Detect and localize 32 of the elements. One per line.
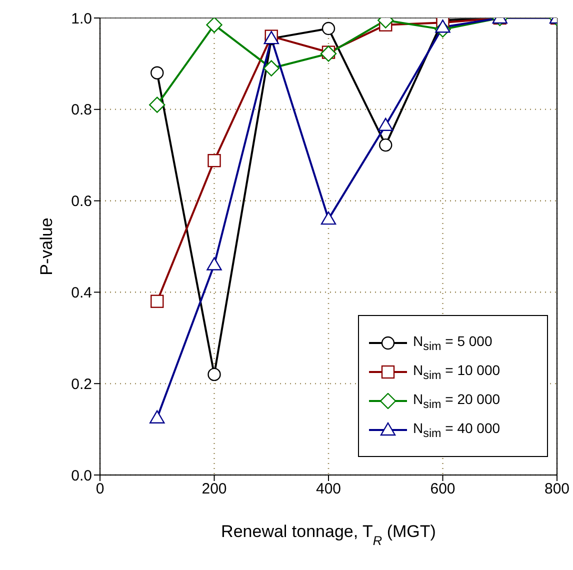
- x-axis-title: Renewal tonnage, T$_{R}$ (MGT): [221, 522, 436, 548]
- legend-label: N$_{sim}$ = 10 000: [413, 362, 500, 382]
- point: [322, 22, 336, 36]
- y-tick-label: 0.4: [71, 284, 92, 302]
- point: [320, 46, 337, 62]
- x-tick-label: 0: [96, 480, 104, 498]
- point: [150, 66, 164, 80]
- point: [150, 410, 165, 424]
- x-tick-label: 800: [544, 480, 570, 498]
- x-tick-label: 400: [316, 480, 342, 498]
- legend-label: N$_{sim}$ = 5 000: [413, 332, 492, 352]
- legend-label: N$_{sim}$ = 20 000: [413, 390, 500, 410]
- y-axis-title: P-value: [37, 218, 56, 276]
- y-tick-label: 0.6: [71, 193, 92, 210]
- x-tick-label: 200: [202, 480, 227, 498]
- point: [435, 20, 450, 33]
- point: [208, 368, 221, 382]
- y-tick-label: 1.0: [71, 10, 92, 28]
- y-tick-label: 0.2: [71, 376, 92, 393]
- point: [208, 154, 221, 168]
- x-tick-label: 600: [430, 480, 456, 498]
- point: [263, 60, 280, 76]
- point: [378, 118, 394, 131]
- point: [379, 138, 392, 152]
- legend-label: N$_{sim}$ = 40 000: [413, 420, 500, 440]
- y-tick-label: 0.8: [71, 102, 92, 119]
- y-tick-label: 0.0: [71, 467, 92, 484]
- point: [149, 96, 166, 113]
- point: [320, 211, 336, 225]
- point: [206, 257, 222, 270]
- point: [150, 294, 164, 308]
- point: [206, 18, 222, 33]
